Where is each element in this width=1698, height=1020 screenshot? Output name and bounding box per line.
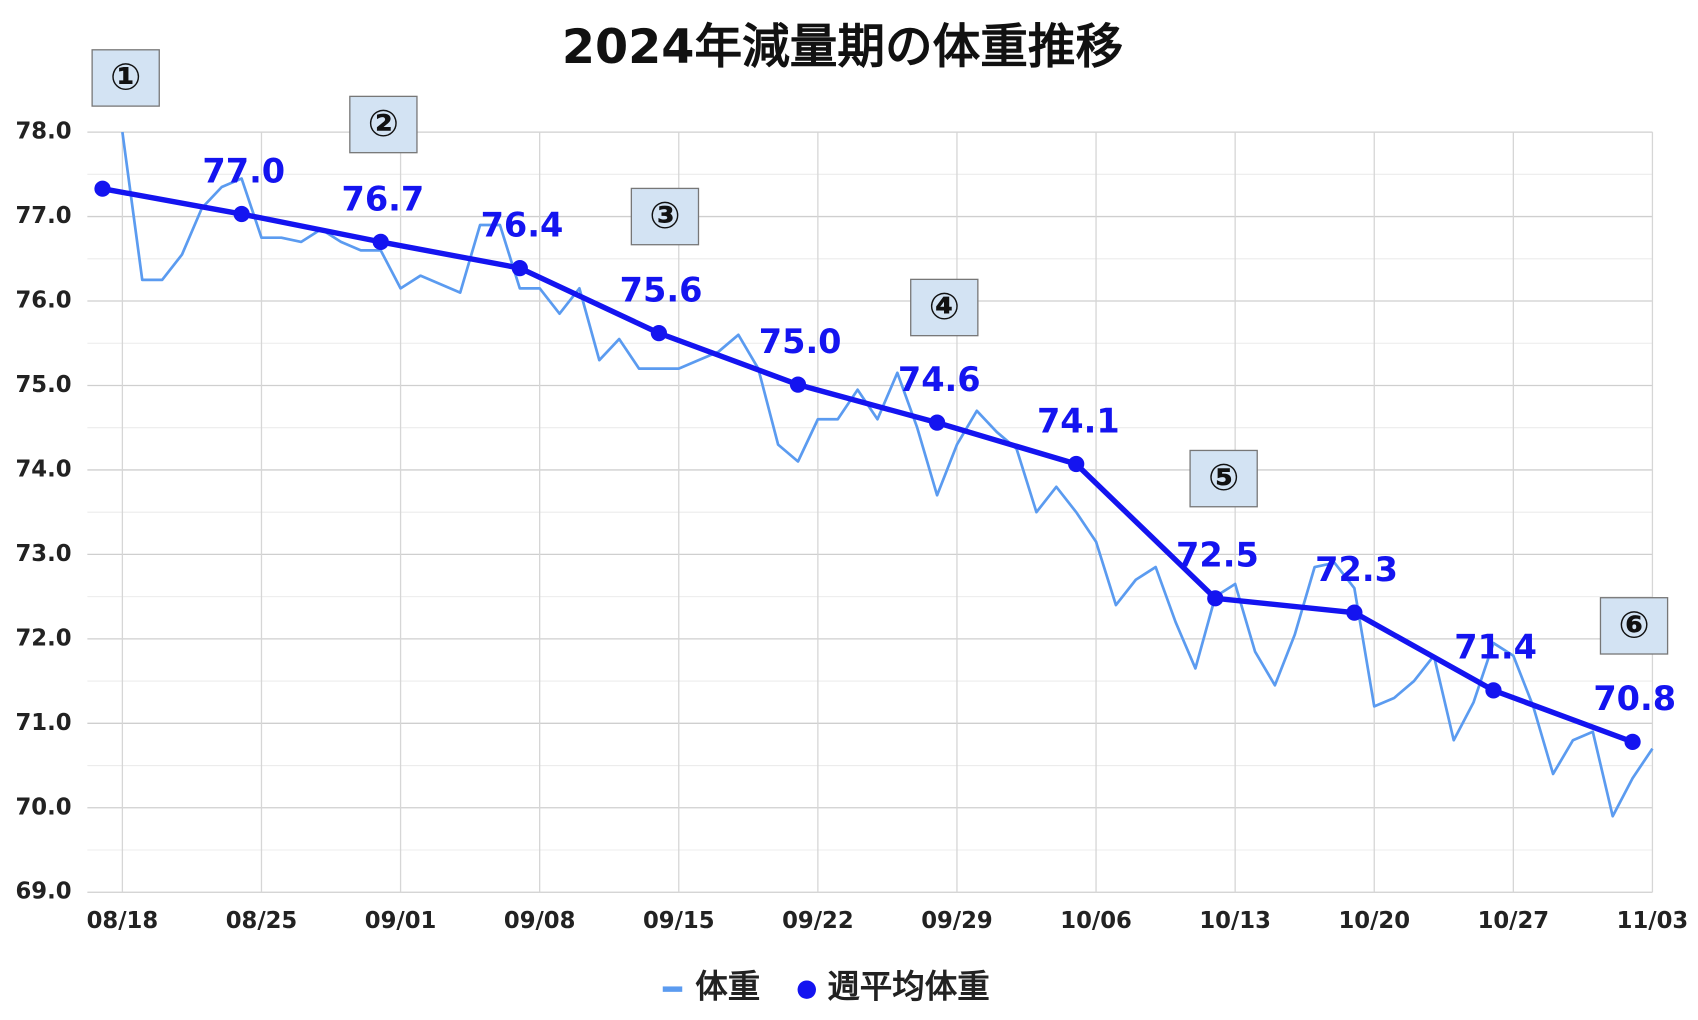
data-label: 74.6 bbox=[898, 360, 981, 399]
x-tick-label: 10/27 bbox=[1478, 908, 1550, 934]
annotation-label: ③ bbox=[649, 194, 680, 237]
x-tick-label: 10/06 bbox=[1060, 908, 1132, 934]
x-tick-label: 09/22 bbox=[782, 908, 854, 934]
annotation-label: ① bbox=[110, 56, 141, 99]
legend-swatch bbox=[797, 980, 816, 999]
weekly-point bbox=[233, 205, 250, 223]
data-label: 77.0 bbox=[202, 151, 285, 190]
weekly-point bbox=[650, 324, 668, 342]
y-tick-label: 73.0 bbox=[15, 541, 71, 567]
annotation-box bbox=[630, 187, 700, 246]
weekly-point bbox=[1624, 733, 1641, 751]
data-label: 70.8 bbox=[1593, 679, 1676, 718]
annotation-label: ④ bbox=[929, 285, 960, 328]
x-tick-label: 10/20 bbox=[1338, 908, 1410, 934]
data-label: 75.6 bbox=[620, 270, 703, 309]
weekly-point bbox=[1485, 682, 1502, 699]
data-label: 76.4 bbox=[481, 205, 564, 244]
x-tick-label: 11/03 bbox=[1617, 908, 1689, 934]
x-tick-label: 09/29 bbox=[921, 908, 993, 934]
legend-label: 週平均体重 bbox=[827, 968, 989, 1006]
annotation-box bbox=[1189, 449, 1258, 508]
annotation-box bbox=[1599, 597, 1669, 655]
y-tick-label: 69.0 bbox=[15, 879, 71, 905]
y-tick-label: 77.0 bbox=[15, 203, 71, 229]
data-label: 76.7 bbox=[341, 179, 424, 218]
data-label: 72.5 bbox=[1176, 536, 1259, 575]
y-tick-label: 70.0 bbox=[15, 794, 71, 820]
data-label: 74.1 bbox=[1037, 401, 1120, 440]
legend-label: 体重 bbox=[695, 968, 760, 1006]
annotation-label: ② bbox=[368, 102, 399, 145]
y-tick-label: 74.0 bbox=[15, 456, 71, 482]
weekly-line bbox=[102, 186, 1634, 745]
annotation-label: ⑤ bbox=[1208, 456, 1239, 499]
weekly-point bbox=[928, 414, 946, 431]
y-tick-label: 75.0 bbox=[15, 372, 71, 398]
weekly-point bbox=[511, 259, 528, 277]
x-tick-label: 10/13 bbox=[1199, 908, 1271, 934]
x-tick-label: 09/01 bbox=[365, 908, 437, 934]
weekly-point bbox=[1346, 604, 1363, 621]
daily-line bbox=[121, 131, 1654, 818]
weekly-point bbox=[1207, 590, 1224, 607]
annotation-box bbox=[349, 95, 418, 154]
annotation-box bbox=[910, 278, 979, 337]
x-tick-label: 08/18 bbox=[87, 908, 159, 934]
x-tick-label: 09/15 bbox=[643, 908, 715, 934]
chart-title: 2024年減量期の体重推移 bbox=[562, 20, 1123, 75]
weekly-point bbox=[94, 180, 111, 197]
y-tick-label: 78.0 bbox=[15, 119, 71, 145]
legend-swatch bbox=[662, 986, 683, 992]
y-tick-label: 72.0 bbox=[15, 625, 71, 651]
annotation-label: ⑥ bbox=[1618, 603, 1649, 646]
data-label: 72.3 bbox=[1315, 550, 1398, 589]
x-tick-label: 08/25 bbox=[226, 908, 298, 934]
y-tick-label: 71.0 bbox=[15, 710, 71, 736]
data-label: 75.0 bbox=[759, 322, 842, 361]
annotation-box bbox=[91, 49, 160, 107]
weekly-point bbox=[789, 376, 807, 393]
y-tick-label: 76.0 bbox=[15, 288, 71, 314]
x-tick-label: 09/08 bbox=[504, 908, 576, 934]
data-label: 71.4 bbox=[1454, 628, 1537, 667]
weekly-point bbox=[372, 233, 389, 251]
weekly-point bbox=[1068, 455, 1085, 473]
